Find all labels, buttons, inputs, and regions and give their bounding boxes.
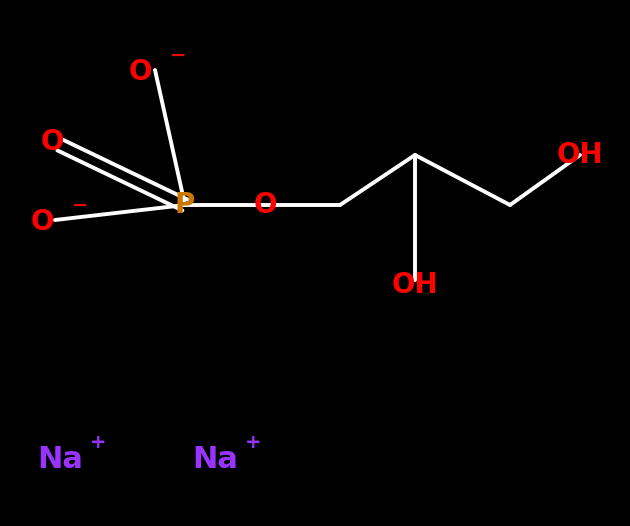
Text: O: O <box>40 128 64 156</box>
Text: O: O <box>129 58 152 86</box>
Text: −: − <box>170 46 186 65</box>
Text: +: + <box>89 432 106 451</box>
Text: OH: OH <box>392 271 438 299</box>
Text: P: P <box>175 191 195 219</box>
Text: −: − <box>72 196 88 215</box>
Text: O: O <box>253 191 277 219</box>
Text: Na: Na <box>192 446 238 474</box>
Text: OH: OH <box>557 141 604 169</box>
Text: +: + <box>244 432 261 451</box>
Text: O: O <box>30 208 54 236</box>
Text: Na: Na <box>37 446 83 474</box>
